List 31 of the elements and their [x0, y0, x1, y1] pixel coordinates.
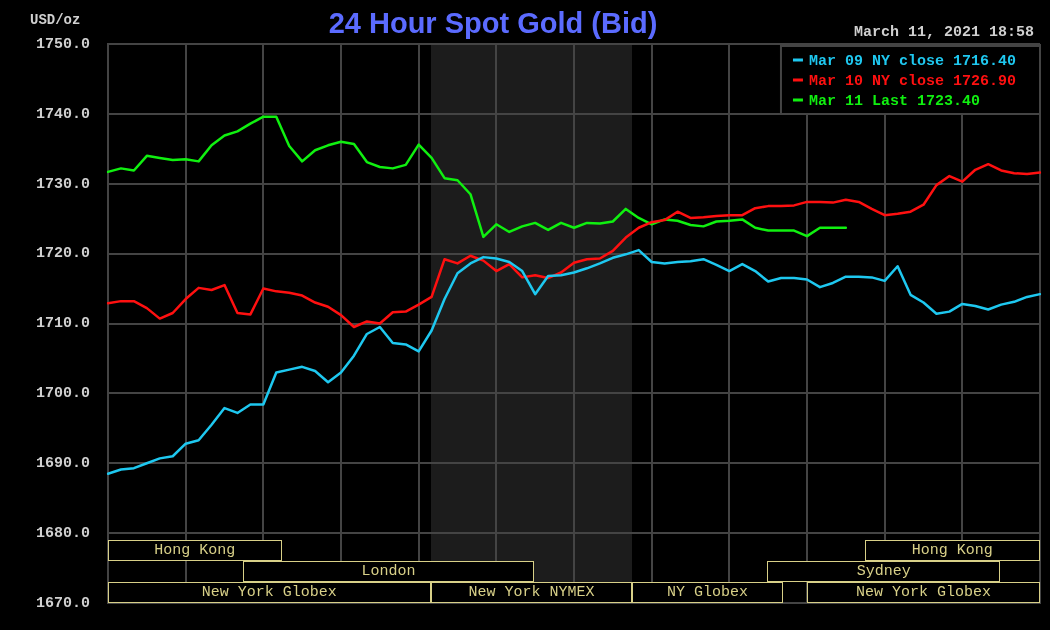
y-tick-label: 1750.0: [35, 35, 91, 53]
y-axis-title: USD/oz: [30, 11, 81, 28]
session-box: New York Globex: [807, 582, 1040, 603]
session-box: Hong Kong: [864, 540, 1040, 561]
legend-label: Mar 09 NY close 1716.40: [808, 52, 1017, 70]
annotation: Hong Kong: [154, 542, 236, 559]
session-box: New York NYMEX: [430, 582, 633, 603]
annotation: Sydney: [856, 563, 911, 580]
y-tick-label: 1720.0: [35, 245, 91, 263]
session-box: NY Globex: [632, 582, 783, 603]
annotation: New York Globex: [855, 584, 991, 601]
chart-title: 24 Hour Spot Gold (Bid): [328, 7, 658, 39]
annotation: NY Globex: [666, 584, 748, 601]
y-tick-label: 1730.0: [35, 175, 91, 193]
y-tick-label: 1740.0: [35, 105, 91, 123]
annotation: New York NYMEX: [468, 584, 595, 601]
session-box: Hong Kong: [108, 540, 282, 561]
session-box: New York Globex: [108, 582, 431, 603]
legend-label: Mar 10 NY close 1726.90: [808, 72, 1017, 90]
y-tick-label: 1700.0: [35, 385, 91, 403]
y-tick-label: 1670.0: [35, 594, 91, 612]
session-box: London: [243, 561, 534, 582]
legend-label: Mar 11 Last 1723.40: [808, 92, 980, 110]
annotation: London: [361, 563, 416, 580]
text: March 11, 2021 18:58: [853, 23, 1034, 41]
y-tick-label: 1710.0: [35, 315, 91, 333]
session-box: Sydney: [767, 561, 1000, 582]
y-tick-label: 1680.0: [35, 524, 91, 542]
y-tick-label: 1690.0: [35, 455, 91, 473]
annotation: Hong Kong: [911, 542, 993, 559]
annotation: New York Globex: [201, 584, 337, 601]
